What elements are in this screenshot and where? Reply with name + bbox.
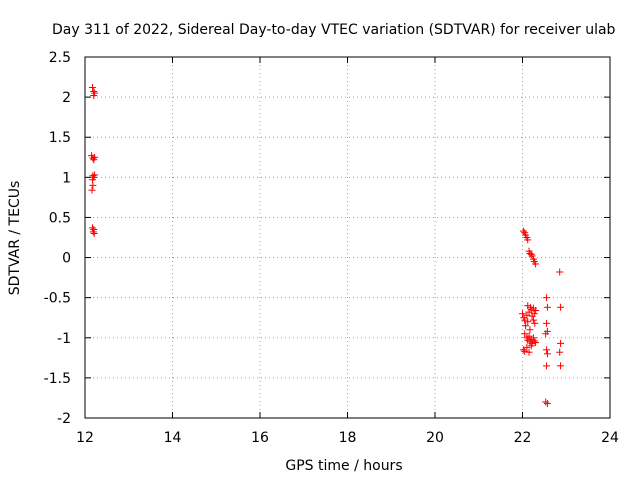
data-point-marker <box>522 322 530 330</box>
data-point-marker <box>521 316 529 324</box>
y-axis-ticks: 2.5 2 1.5 1 0.5 0 -0.5 -1 -1.5 -2 <box>44 50 610 427</box>
data-point-marker <box>527 250 535 258</box>
x-tick-label: 12 <box>76 430 94 446</box>
data-point-marker <box>556 348 564 356</box>
data-point-marker <box>542 330 550 338</box>
data-point-marker <box>527 342 535 350</box>
data-point-marker <box>519 310 526 318</box>
data-point-marker <box>557 303 565 311</box>
data-point-marker <box>543 346 551 354</box>
data-point-marker <box>91 153 99 161</box>
data-point-marker <box>529 316 537 324</box>
data-point-marker <box>526 303 534 311</box>
data-point-marker <box>528 252 536 260</box>
y-tick-label: 0.5 <box>49 210 71 226</box>
data-point-marker <box>557 362 565 370</box>
y-tick-label: 2.5 <box>49 50 71 66</box>
data-point-marker <box>519 227 527 235</box>
data-point-marker <box>557 339 565 347</box>
x-tick-label: 18 <box>339 430 357 446</box>
data-point-marker <box>89 228 97 236</box>
data-point-marker <box>531 319 539 327</box>
data-point-marker <box>542 398 550 406</box>
data-point-marker <box>532 339 540 347</box>
data-point-marker <box>556 268 564 276</box>
data-point-marker <box>91 171 99 179</box>
data-point-marker <box>523 343 531 351</box>
data-point-marker <box>88 83 96 91</box>
data-point-marker <box>89 154 97 162</box>
data-point-marker <box>525 348 533 356</box>
data-point-marker <box>521 347 529 355</box>
data-point-marker <box>532 260 540 268</box>
chart-title: Day 311 of 2022, Sidereal Day-to-day VTE… <box>52 22 616 38</box>
y-tick-label: -2 <box>57 411 71 427</box>
data-point-marker <box>529 304 537 312</box>
data-point-marker <box>543 362 551 370</box>
data-point-marker <box>90 229 98 237</box>
data-point-marker <box>543 303 551 311</box>
data-point-marker <box>530 310 538 318</box>
data-point-marker <box>543 350 551 358</box>
grid-lines <box>85 57 610 418</box>
x-tick-label: 14 <box>164 430 182 446</box>
data-point-marker <box>524 318 532 326</box>
y-axis-title: SDTVAR / TECUs <box>7 181 23 296</box>
y-tick-label: -0.5 <box>44 291 71 307</box>
data-point-marker <box>529 334 537 342</box>
data-point-marker <box>543 400 551 408</box>
data-point-marker <box>88 224 96 232</box>
data-point-marker <box>530 337 538 345</box>
y-tick-label: 1 <box>62 170 71 186</box>
x-axis-title: GPS time / hours <box>285 458 402 474</box>
data-point-marker <box>543 319 551 327</box>
data-point-marker <box>88 186 96 194</box>
y-tick-label: 2 <box>62 90 71 106</box>
x-tick-label: 16 <box>251 430 269 446</box>
data-point-marker <box>543 294 551 302</box>
x-tick-label: 24 <box>601 430 619 446</box>
x-tick-label: 20 <box>426 430 444 446</box>
data-points <box>88 83 565 408</box>
data-point-marker <box>521 330 529 338</box>
y-tick-label: -1.5 <box>44 371 71 387</box>
data-point-marker <box>89 181 97 189</box>
y-tick-label: 0 <box>62 251 71 267</box>
y-tick-label: 1.5 <box>49 130 71 146</box>
data-point-marker <box>524 236 532 244</box>
data-point-marker <box>526 326 534 334</box>
y-tick-label: -1 <box>57 331 71 347</box>
data-point-marker <box>90 92 98 100</box>
x-tick-label: 22 <box>514 430 532 446</box>
x-axis-ticks: 12 14 16 18 20 22 24 <box>76 57 619 446</box>
